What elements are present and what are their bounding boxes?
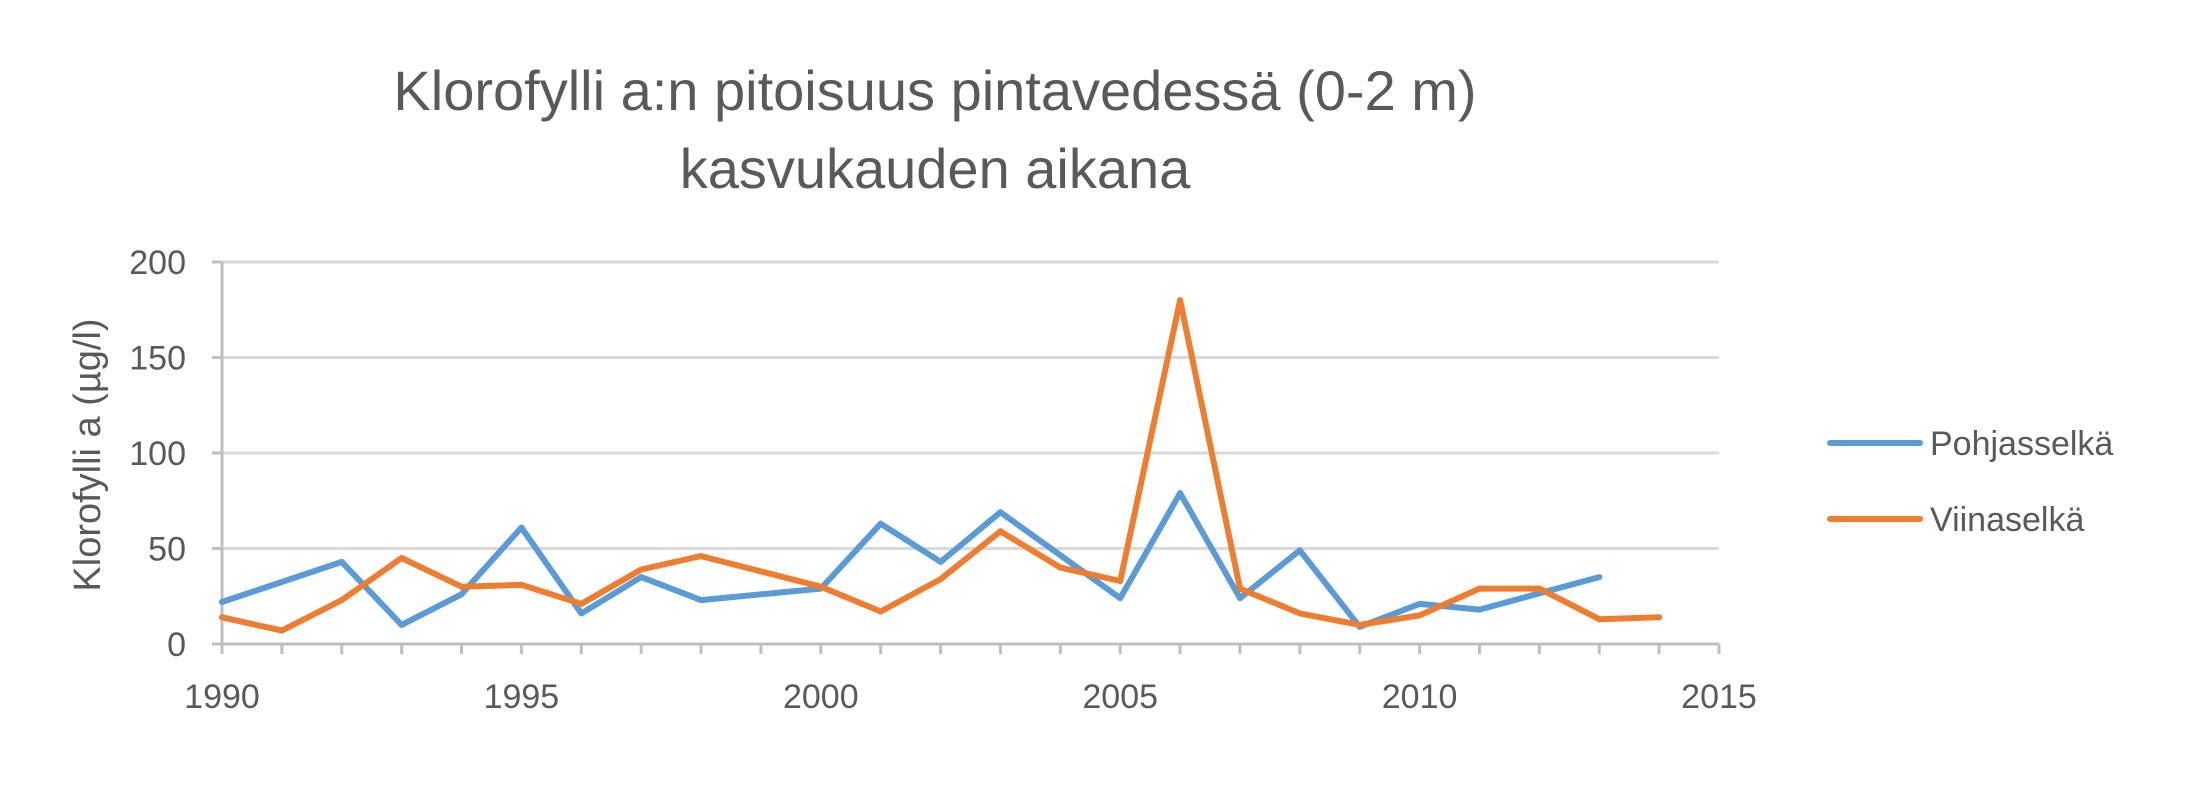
chart-title-line-1: Klorofylli a:n pitoisuus pintavedessä (0… bbox=[393, 59, 1476, 122]
data-point bbox=[458, 583, 465, 590]
gridlines bbox=[222, 260, 1719, 550]
data-point bbox=[1117, 595, 1124, 602]
data-point bbox=[1596, 616, 1603, 623]
chart-title-line-2: kasvukauden aikana bbox=[680, 137, 1191, 200]
data-point bbox=[638, 566, 645, 573]
y-tick-label: 200 bbox=[129, 244, 186, 282]
series-line bbox=[219, 297, 1663, 634]
data-point bbox=[1476, 585, 1483, 592]
x-tick-labels: 1990 1995 2000 2005 2010 2015 bbox=[184, 678, 1757, 716]
data-point bbox=[1057, 564, 1064, 571]
data-point bbox=[398, 555, 405, 562]
data-point bbox=[398, 621, 405, 628]
legend-label: Viinaselkä bbox=[1930, 501, 2084, 539]
x-tick-label: 2010 bbox=[1382, 678, 1458, 716]
chart-title: Klorofylli a:n pitoisuus pintavedessä (0… bbox=[393, 59, 1476, 200]
data-point bbox=[1296, 610, 1303, 617]
data-point bbox=[338, 597, 345, 604]
y-tick-label: 150 bbox=[129, 340, 186, 378]
data-point bbox=[937, 576, 944, 583]
y-tick-label: 50 bbox=[148, 531, 186, 569]
data-point bbox=[1536, 585, 1543, 592]
data-point bbox=[698, 553, 705, 560]
data-point bbox=[1596, 574, 1603, 581]
data-point bbox=[997, 509, 1004, 516]
data-point bbox=[1476, 606, 1483, 613]
y-tick-label: 0 bbox=[167, 626, 186, 664]
series-line bbox=[219, 490, 1603, 630]
y-tick-label: 100 bbox=[129, 435, 186, 473]
series-1 bbox=[219, 490, 1603, 630]
data-point bbox=[219, 614, 225, 621]
data-point bbox=[1177, 297, 1184, 304]
data-series bbox=[219, 297, 1663, 634]
data-point bbox=[338, 558, 345, 565]
data-point bbox=[877, 608, 884, 615]
data-point bbox=[698, 597, 705, 604]
data-point bbox=[1117, 577, 1124, 584]
data-point bbox=[278, 627, 285, 634]
data-point bbox=[1416, 600, 1423, 607]
x-tick-label: 2000 bbox=[783, 678, 859, 716]
data-point bbox=[877, 520, 884, 527]
legend[interactable]: Pohjasselkä Viinaselkä bbox=[1827, 425, 2113, 539]
data-point bbox=[1236, 585, 1243, 592]
data-point bbox=[997, 528, 1004, 535]
series-2 bbox=[219, 297, 1663, 634]
axes bbox=[212, 260, 1721, 654]
x-tick-label: 2005 bbox=[1082, 678, 1158, 716]
data-point bbox=[578, 610, 585, 617]
data-point bbox=[1236, 595, 1243, 602]
data-point bbox=[1177, 490, 1184, 497]
data-point bbox=[578, 600, 585, 607]
x-tick-label: 1990 bbox=[184, 678, 260, 716]
data-point bbox=[1656, 614, 1663, 621]
data-point bbox=[219, 598, 225, 605]
legend-item[interactable]: Pohjasselkä bbox=[1827, 425, 2113, 463]
x-tick-label: 2015 bbox=[1681, 678, 1757, 716]
data-point bbox=[458, 591, 465, 598]
data-point bbox=[817, 583, 824, 590]
y-tick-labels: 0 50 100 150 200 bbox=[129, 244, 186, 664]
data-point bbox=[518, 581, 525, 588]
legend-label: Pohjasselkä bbox=[1930, 425, 2113, 463]
legend-item[interactable]: Viinaselkä bbox=[1827, 501, 2084, 539]
data-point bbox=[1416, 612, 1423, 619]
data-point bbox=[1356, 621, 1363, 628]
data-point bbox=[1296, 547, 1303, 554]
data-point bbox=[638, 574, 645, 581]
x-tick-label: 1995 bbox=[484, 678, 560, 716]
y-axis-label: Klorofylli a (µg/l) bbox=[67, 318, 109, 591]
data-point bbox=[937, 558, 944, 565]
data-point bbox=[518, 524, 525, 531]
